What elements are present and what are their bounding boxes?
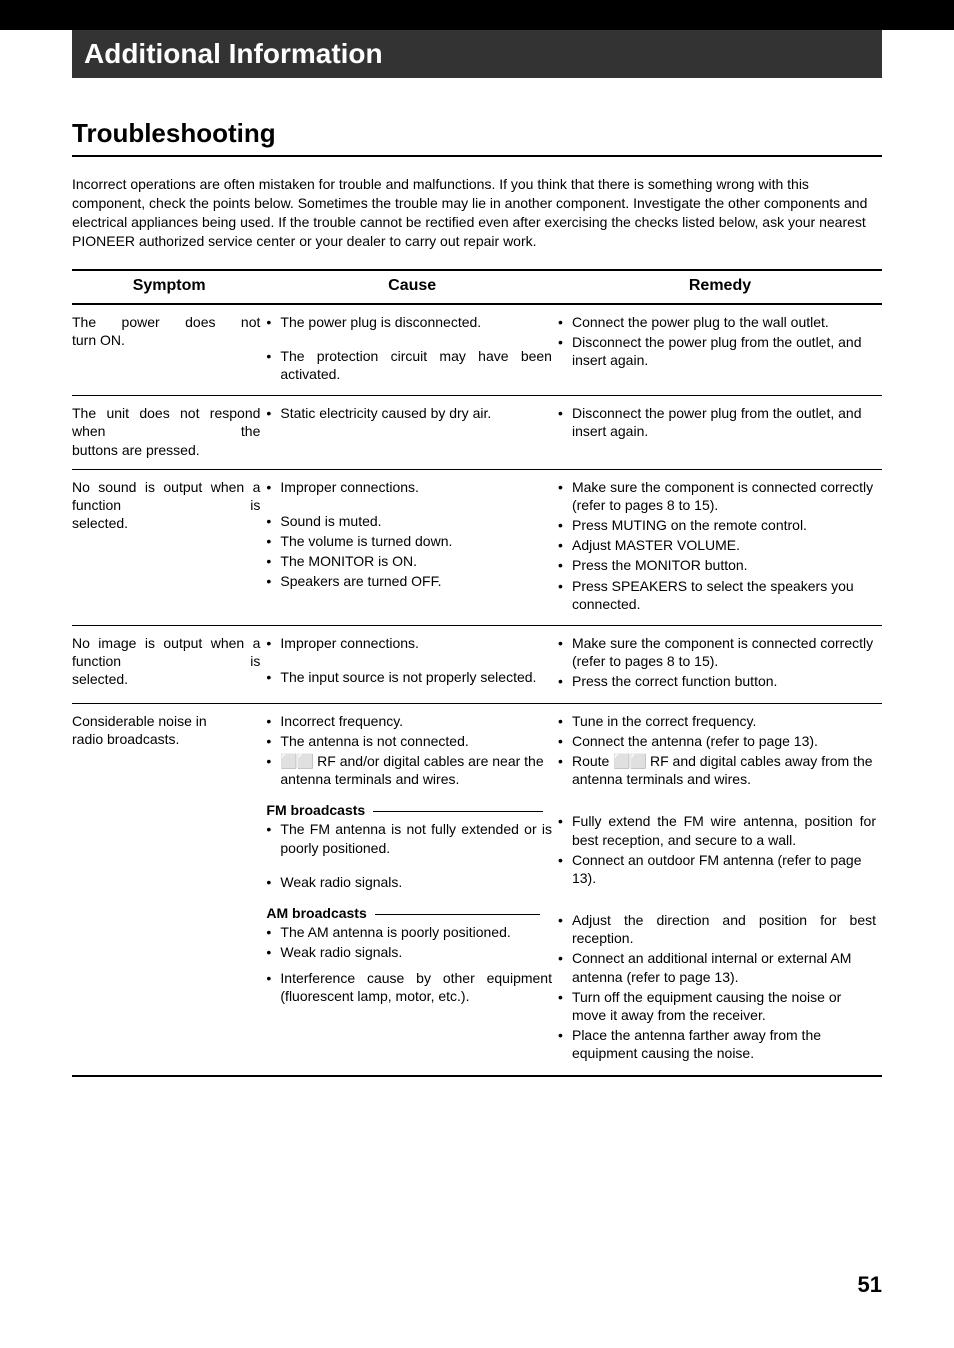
list-item: Sound is muted. <box>266 512 552 530</box>
list-item: Adjust the direction and position for be… <box>558 911 876 947</box>
top-black-bar <box>0 0 954 30</box>
list-item: The power plug is disconnected. <box>266 313 552 331</box>
list-item: The FM antenna is not fully extended or … <box>266 820 552 856</box>
troubleshooting-table: Symptom Cause Remedy The power does nott… <box>72 269 882 1077</box>
fm-broadcasts-label: FM broadcasts <box>266 802 552 818</box>
list-item: Connect an additional internal or extern… <box>558 949 876 985</box>
table-row: The power does notturn ON. The power plug… <box>72 304 882 396</box>
header-cause: Cause <box>266 270 558 304</box>
list-item: Press SPEAKERS to select the speakers yo… <box>558 577 876 613</box>
table-body: The power does notturn ON. The power plug… <box>72 304 882 1076</box>
list-item: Tune in the correct frequency. <box>558 712 876 730</box>
list-item: Connect an outdoor FM antenna (refer to … <box>558 851 876 887</box>
page-title: Troubleshooting <box>72 118 882 149</box>
symptom-text: selected. <box>72 514 260 532</box>
page-number: 51 <box>858 1272 882 1298</box>
list-item: The MONITOR is ON. <box>266 552 552 570</box>
bullet-list: Adjust the direction and position for be… <box>558 911 876 1063</box>
symptom-text: Considerable noise in <box>72 712 260 730</box>
list-item: Connect the power plug to the wall outle… <box>558 313 876 331</box>
title-rule <box>72 155 882 157</box>
table-row: The unit does not respond when thebutton… <box>72 396 882 470</box>
table-header-row: Symptom Cause Remedy <box>72 270 882 304</box>
symptom-text: The power does not <box>72 313 260 331</box>
symptom-text: buttons are pressed. <box>72 441 260 459</box>
list-item: Weak radio signals. <box>266 943 552 961</box>
bullet-list: Sound is muted. The volume is turned down… <box>266 512 552 591</box>
list-item: Connect the antenna (refer to page 13). <box>558 732 876 750</box>
list-item: Incorrect frequency. <box>266 712 552 730</box>
bullet-list: Make sure the component is connected cor… <box>558 634 876 691</box>
intro-paragraph: Incorrect operations are often mistaken … <box>72 175 882 251</box>
list-item: Adjust MASTER VOLUME. <box>558 536 876 554</box>
symptom-text: No sound is output when a function is <box>72 478 260 514</box>
bullet-list: Incorrect frequency. The antenna is not c… <box>266 712 552 789</box>
list-item: Turn off the equipment causing the noise… <box>558 988 876 1024</box>
list-item: Press MUTING on the remote control. <box>558 516 876 534</box>
symptom-text: turn ON. <box>72 331 260 349</box>
list-item: The AM antenna is poorly positioned. <box>266 923 552 941</box>
symptom-text: radio broadcasts. <box>72 730 260 748</box>
bullet-list: The power plug is disconnected. <box>266 313 552 331</box>
section-header: Additional Information <box>72 30 882 78</box>
table-row: No image is output when a function issel… <box>72 626 882 704</box>
bullet-list: The protection circuit may have been act… <box>266 347 552 383</box>
table-row: No sound is output when a function issel… <box>72 469 882 625</box>
bullet-list: Connect the power plug to the wall outle… <box>558 313 876 370</box>
list-item: Press the MONITOR button. <box>558 556 876 574</box>
list-item: Improper connections. <box>266 634 552 652</box>
am-broadcasts-label: AM broadcasts <box>266 905 552 921</box>
bullet-list: Make sure the component is connected cor… <box>558 478 876 613</box>
list-item: The volume is turned down. <box>266 532 552 550</box>
bullet-list: Static electricity caused by dry air. <box>266 404 552 422</box>
list-item: Make sure the component is connected cor… <box>558 478 876 514</box>
list-item: Press the correct function button. <box>558 672 876 690</box>
bullet-list: Tune in the correct frequency. Connect th… <box>558 712 876 789</box>
list-item: The antenna is not connected. <box>266 732 552 750</box>
list-item: Route ⬜⬜ RF and digital cables away from… <box>558 752 876 788</box>
symptom-text: The unit does not respond when the <box>72 404 260 440</box>
list-item: Static electricity caused by dry air. <box>266 404 552 422</box>
list-item: Make sure the component is connected cor… <box>558 634 876 670</box>
list-item: Weak radio signals. <box>266 873 552 891</box>
list-item: Improper connections. <box>266 478 552 496</box>
bullet-list: Fully extend the FM wire antenna, positi… <box>558 812 876 887</box>
symptom-text: No image is output when a function is <box>72 634 260 670</box>
bullet-list: The AM antenna is poorly positioned. Weak… <box>266 923 552 961</box>
list-item: Fully extend the FM wire antenna, positi… <box>558 812 876 848</box>
list-item: Place the antenna farther away from the … <box>558 1026 876 1062</box>
bullet-list: Interference cause by other equipment (f… <box>266 969 552 1005</box>
bullet-list: Improper connections. <box>266 478 552 496</box>
list-item: Interference cause by other equipment (f… <box>266 969 552 1005</box>
table-row: Considerable noise inradio broadcasts. In… <box>72 703 882 1076</box>
list-item: Disconnect the power plug from the outle… <box>558 404 876 440</box>
list-item: ⬜⬜ RF and/or digital cables are near the… <box>266 752 552 788</box>
bullet-list: The FM antenna is not fully extended or … <box>266 820 552 856</box>
bullet-list: The input source is not properly selecte… <box>266 668 552 686</box>
page-content: Troubleshooting Incorrect operations are… <box>0 118 954 1077</box>
list-item: The protection circuit may have been act… <box>266 347 552 383</box>
list-item: The input source is not properly selecte… <box>266 668 552 686</box>
bullet-list: Weak radio signals. <box>266 873 552 891</box>
list-item: Disconnect the power plug from the outle… <box>558 333 876 369</box>
header-symptom: Symptom <box>72 270 266 304</box>
bullet-list: Improper connections. <box>266 634 552 652</box>
symptom-text: selected. <box>72 670 260 688</box>
header-remedy: Remedy <box>558 270 882 304</box>
list-item: Speakers are turned OFF. <box>266 572 552 590</box>
bullet-list: Disconnect the power plug from the outle… <box>558 404 876 440</box>
